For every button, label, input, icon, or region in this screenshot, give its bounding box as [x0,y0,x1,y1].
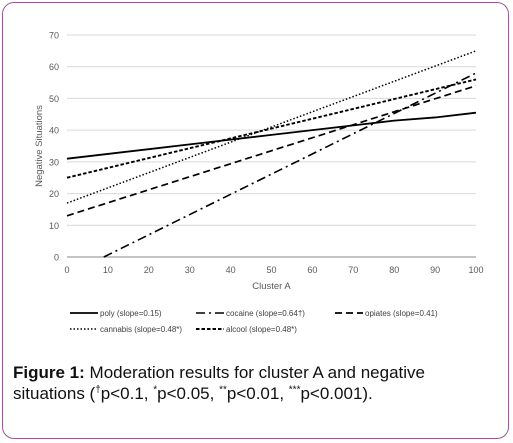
legend-label: opiates (slope=0.41) [365,309,438,318]
y-tick-label: 70 [49,31,59,41]
caption-label: Figure 1: [13,363,85,382]
series-line-3 [66,84,477,217]
x-axis-title: Cluster A [252,281,291,292]
y-tick-label: 60 [49,62,59,72]
caption-star2: ** [219,384,227,396]
series-line-4 [66,50,477,204]
caption-p1: p<0.1, [100,384,154,403]
line-chart: 0 10 20 30 40 50 60 70 0 10 20 30 40 50 60 70 80 90 100 Clu… [34,31,484,335]
caption-p4: p<0.001). [300,384,373,403]
x-tick-label: 0 [64,265,69,275]
x-tick-label: 80 [389,265,399,275]
legend-label: alcool (slope=0.48*) [226,325,297,334]
y-tick-label: 10 [49,221,59,231]
y-tick-label: 0 [54,253,59,263]
y-axis-title: Negative Situations [34,105,45,187]
series-line-5 [66,78,477,179]
y-tick-label: 30 [49,157,59,167]
x-tick-label: 50 [266,265,276,275]
x-tick-label: 60 [307,265,317,275]
caption-text: Moderation results for cluster A and neg… [13,363,425,403]
figure-caption: Figure 1: Moderation results for cluster… [13,362,493,404]
y-tick-label: 20 [49,189,59,199]
series-line-1 [66,111,477,160]
legend-label: cocaine (slope=0.64†) [226,309,305,318]
figure-frame [2,2,509,439]
x-tick-label: 10 [103,265,113,275]
caption-star1: * [153,384,158,396]
series-line-2 [103,72,477,258]
x-tick-label: 100 [468,265,483,275]
x-tick-label: 90 [430,265,440,275]
x-tick-label: 70 [348,265,358,275]
y-tick-label: 40 [49,126,59,136]
legend-label: cannabis (slope=0.48*) [100,325,182,334]
legend-label: poly (slope=0.15) [100,309,162,318]
caption-dagger: † [95,384,101,396]
caption-p2: p<0.05, [157,384,220,403]
y-tick-label: 50 [49,94,59,104]
x-tick-label: 40 [226,265,236,275]
caption-star3: *** [288,384,301,396]
x-tick-label: 20 [144,265,154,275]
caption-p3: p<0.01, [226,384,289,403]
x-tick-label: 30 [185,265,195,275]
